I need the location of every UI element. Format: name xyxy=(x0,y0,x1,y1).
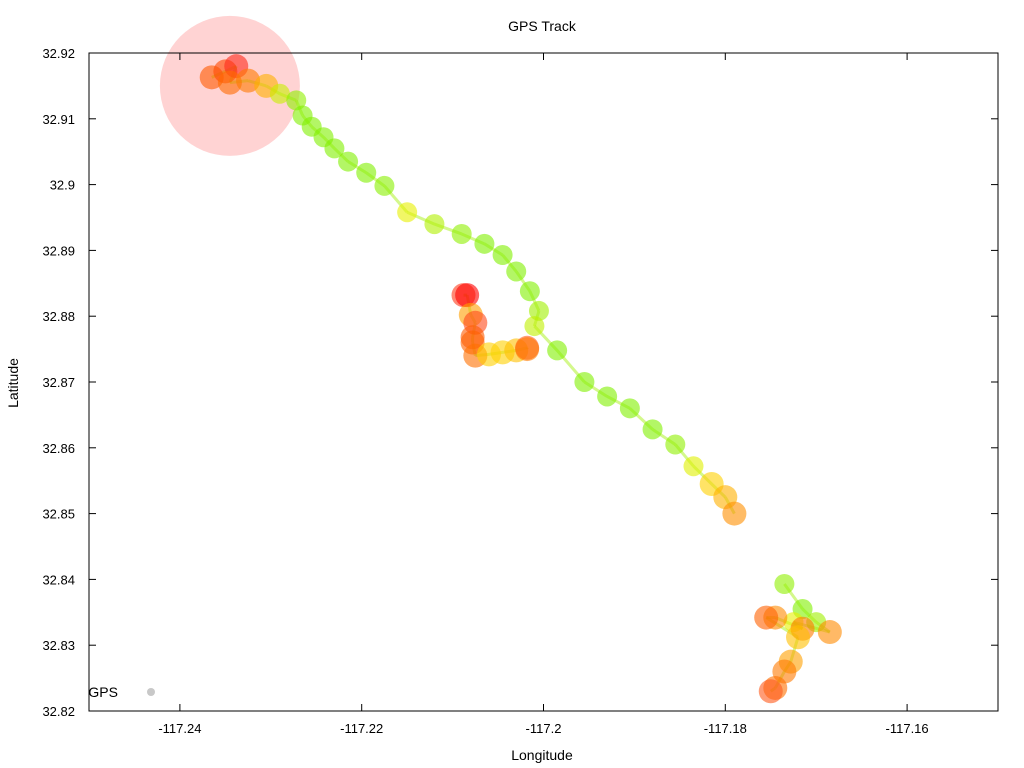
plot-layer xyxy=(159,15,842,704)
y-tick-label: 32.92 xyxy=(42,46,75,61)
gps-point xyxy=(217,70,242,95)
gps-point xyxy=(324,138,345,159)
x-tick-label: -117.18 xyxy=(704,721,747,736)
gps-point xyxy=(574,372,595,392)
gps-point xyxy=(474,233,495,254)
y-tick-label: 32.91 xyxy=(42,112,75,127)
gps-point xyxy=(451,223,472,244)
gps-point xyxy=(506,261,527,282)
gps-point xyxy=(774,574,795,595)
gps-point xyxy=(236,68,261,93)
x-tick-label: -117.22 xyxy=(340,721,383,736)
gps-point xyxy=(528,300,549,321)
y-tick-label: 32.86 xyxy=(42,441,75,456)
gps-point xyxy=(619,398,640,419)
y-axis-label: Latitude xyxy=(5,358,21,408)
gps-point xyxy=(754,605,779,630)
y-tick-label: 32.82 xyxy=(42,704,75,719)
legend-label: GPS xyxy=(88,684,118,700)
y-tick-label: 32.89 xyxy=(42,243,75,258)
y-tick-label: 32.88 xyxy=(42,309,75,324)
gps-point xyxy=(455,283,480,308)
x-tick-label: -117.24 xyxy=(158,721,201,736)
y-tick-label: 32.85 xyxy=(42,507,75,522)
gps-point xyxy=(547,340,568,361)
gps-point xyxy=(758,679,783,704)
chart-title: GPS Track xyxy=(508,18,577,34)
gps-point xyxy=(786,625,811,650)
gps-point xyxy=(722,501,747,526)
gps-point xyxy=(597,386,618,407)
x-tick-label: -117.16 xyxy=(886,721,929,736)
gps-point xyxy=(817,620,842,645)
gps-point xyxy=(519,281,540,302)
y-tick-label: 32.84 xyxy=(42,572,75,587)
x-axis-label: Longitude xyxy=(511,747,573,763)
legend: GPS xyxy=(88,684,155,700)
gps-point xyxy=(397,202,418,223)
y-tick-label: 32.9 xyxy=(50,178,75,193)
gps-point xyxy=(642,419,663,440)
gps-point xyxy=(683,456,704,477)
gps-point xyxy=(286,90,307,111)
gps-point xyxy=(524,316,545,337)
y-tick-label: 32.87 xyxy=(42,375,75,390)
gps-point xyxy=(665,434,686,455)
gps-point xyxy=(269,83,290,104)
gps-point xyxy=(515,337,540,362)
gps-point xyxy=(424,214,445,235)
gps-point xyxy=(492,245,513,266)
legend-swatch xyxy=(147,688,155,696)
gps-point xyxy=(338,151,359,172)
gps-point xyxy=(374,175,395,196)
gps-point xyxy=(356,162,377,183)
x-tick-label: -117.2 xyxy=(526,721,562,736)
x-axis-ticks: -117.24 -117.22 -117.2 -117.18 -117.16 xyxy=(158,53,929,736)
y-axis-ticks: 32.82 32.83 32.84 32.85 32.86 32.87 32.88 32.89… xyxy=(42,46,998,719)
y-tick-label: 32.83 xyxy=(42,638,75,653)
